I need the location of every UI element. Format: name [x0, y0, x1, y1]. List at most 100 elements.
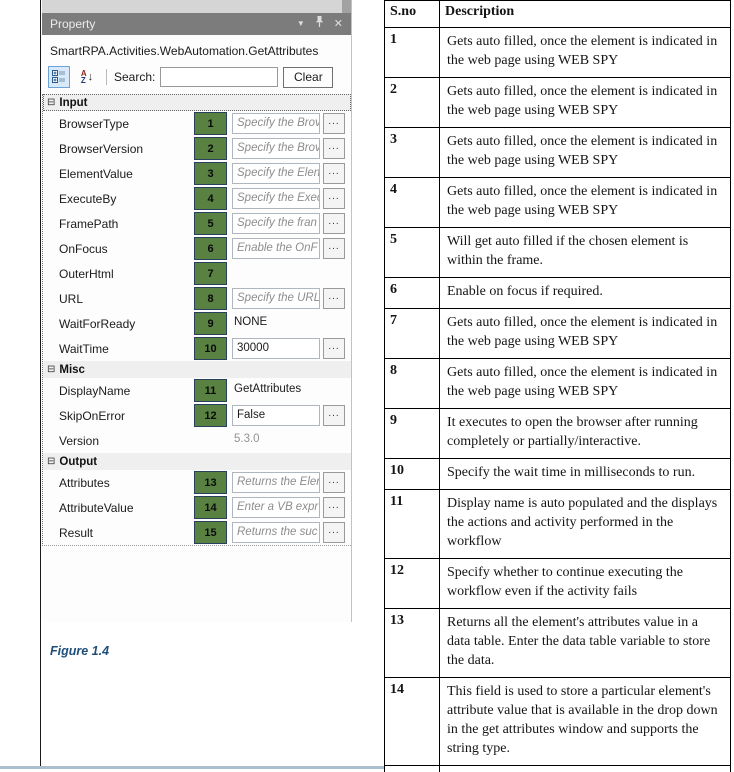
section-header-misc[interactable]: ⊟ Misc [43, 361, 351, 378]
property-value-input[interactable]: False [232, 405, 320, 426]
description-cell: Will get auto filled if the chosen eleme… [439, 227, 731, 278]
pin-icon-glyph [316, 16, 323, 27]
ellipsis-button[interactable]: ... [323, 138, 345, 159]
property-row: Result 15 Returns the suc... [43, 520, 351, 545]
search-input[interactable] [160, 67, 279, 87]
step-badge [194, 429, 227, 452]
property-value-input[interactable]: Returns the suc [232, 522, 320, 543]
sno-cell: 12 [384, 558, 440, 609]
property-grid: ⊟ Input BrowserType 1 Specify the Brov... Bro… [42, 94, 351, 546]
description-cell: Specify the wait time in milliseconds to… [439, 458, 731, 490]
property-name: WaitTime [59, 341, 109, 356]
ellipsis-button[interactable]: ... [323, 238, 345, 259]
sno-cell: 3 [384, 127, 440, 178]
chevron-down-icon[interactable]: ▼ [296, 19, 305, 28]
property-name: Result [59, 525, 94, 540]
step-badge: 15 [194, 521, 227, 544]
property-row: BrowserVersion 2 Specify the Brov... [43, 136, 351, 161]
property-name: OnFocus [59, 241, 108, 256]
property-row: URL 8 Specify the URL... [43, 286, 351, 311]
description-cell: It executes to open the browser after ru… [439, 408, 731, 459]
description-cell: Gets auto filled, once the element is in… [439, 358, 731, 409]
property-value-input[interactable]: Returns the Eler [232, 472, 320, 493]
property-row: OuterHtml 7 [43, 261, 351, 286]
activity-type-name: SmartRPA.Activities.WebAutomation.GetAtt… [50, 44, 319, 58]
property-row: WaitTime 10 30000... [43, 336, 351, 361]
categorized-view-button[interactable] [48, 66, 70, 88]
table-row: 9 It executes to open the browser after r… [384, 408, 731, 459]
property-name: ElementValue [59, 166, 133, 181]
sno-cell: 4 [384, 177, 440, 228]
property-value-input[interactable]: Specify the fran [232, 213, 320, 234]
description-cell: Gets auto filled, once the element is in… [439, 127, 731, 178]
ellipsis-button[interactable]: ... [323, 288, 345, 309]
property-value: 5.3.0 [234, 433, 260, 445]
property-panel-titlebar: Property ▼ ✕ [42, 13, 351, 35]
property-row: AttributeValue 14 Enter a VB expr... [43, 495, 351, 520]
property-value-input[interactable]: Specify the Exec [232, 188, 320, 209]
description-cell: Display name is auto populated and the d… [439, 489, 731, 559]
property-name: ExecuteBy [59, 191, 117, 206]
ellipsis-button[interactable]: ... [323, 213, 345, 234]
sno-cell: 8 [384, 358, 440, 409]
close-icon[interactable]: ✕ [333, 17, 343, 30]
sno-cell: 7 [384, 308, 440, 359]
sno-cell: 6 [384, 277, 440, 309]
description-cell: Enable on focus if required. [439, 277, 731, 309]
table-row: 5 Will get auto filled if the chosen elem… [384, 227, 731, 278]
table-row: 14 This field is used to store a particul… [384, 677, 731, 766]
step-badge: 13 [194, 471, 227, 494]
ellipsis-button[interactable]: ... [323, 472, 345, 493]
ellipsis-button[interactable]: ... [323, 188, 345, 209]
sno-cell: 13 [384, 608, 440, 678]
property-value-input[interactable]: Specify the Brov [232, 138, 320, 159]
pin-icon[interactable] [314, 15, 325, 33]
property-row: FramePath 5 Specify the fran... [43, 211, 351, 236]
property-value-input[interactable]: Enable the OnF [232, 238, 320, 259]
property-value[interactable]: GetAttributes [234, 383, 302, 395]
ellipsis-button[interactable]: ... [323, 497, 345, 518]
section-header-output[interactable]: ⊟ Output [43, 453, 351, 470]
page-bottom-border [0, 766, 384, 769]
clear-button[interactable]: Clear [283, 66, 334, 88]
ellipsis-button[interactable]: ... [323, 405, 345, 426]
property-row: WaitForReady 9 NONE [43, 311, 351, 336]
description-cell: Gets auto filled, once the element is in… [439, 27, 731, 78]
property-value-input[interactable]: Specify the Brov [232, 113, 320, 134]
property-value-input[interactable]: Specify the URL [232, 288, 320, 309]
section-label: Output [59, 455, 98, 468]
section-header-input[interactable]: ⊟ Input [43, 94, 351, 111]
collapse-icon[interactable]: ⊟ [47, 364, 56, 375]
description-cell: Returns all the element's attributes val… [439, 608, 731, 678]
property-name: Attributes [59, 475, 110, 490]
property-value[interactable]: NONE [234, 316, 268, 328]
property-toolbar: A Z ↓ Search: Clear [48, 64, 345, 90]
sno-cell: 1 [384, 27, 440, 78]
table-row: 12 Specify whether to continue executing … [384, 558, 731, 609]
step-badge: 4 [194, 187, 227, 210]
ellipsis-button[interactable]: ... [323, 113, 345, 134]
step-badge: 14 [194, 496, 227, 519]
step-badge: 9 [194, 312, 227, 335]
table-row: 3 Gets auto filled, once the element is i… [384, 127, 731, 178]
alphabetical-sort-button[interactable]: A Z ↓ [75, 66, 99, 88]
property-row: ExecuteBy 4 Specify the Exec... [43, 186, 351, 211]
property-value-input[interactable]: Enter a VB expr [232, 497, 320, 518]
property-value-input[interactable]: 30000 [232, 338, 320, 359]
property-value-input[interactable]: Specify the Elen [232, 163, 320, 184]
collapse-icon[interactable]: ⊟ [47, 97, 56, 108]
ellipsis-button[interactable]: ... [323, 338, 345, 359]
section-label: Misc [59, 363, 85, 376]
collapse-icon[interactable]: ⊟ [47, 456, 56, 467]
sno-cell: 11 [384, 489, 440, 559]
ellipsis-button[interactable]: ... [323, 163, 345, 184]
table-row: 8 Gets auto filled, once the element is i… [384, 358, 731, 409]
ellipsis-button[interactable]: ... [323, 522, 345, 543]
search-label: Search: [114, 70, 156, 84]
step-badge: 12 [194, 404, 227, 427]
property-row: BrowserType 1 Specify the Brov... [43, 111, 351, 136]
step-badge: 11 [194, 379, 227, 402]
table-header-row: S.no Description [384, 0, 731, 28]
description-cell: Gets auto filled, once the element is in… [439, 177, 731, 228]
